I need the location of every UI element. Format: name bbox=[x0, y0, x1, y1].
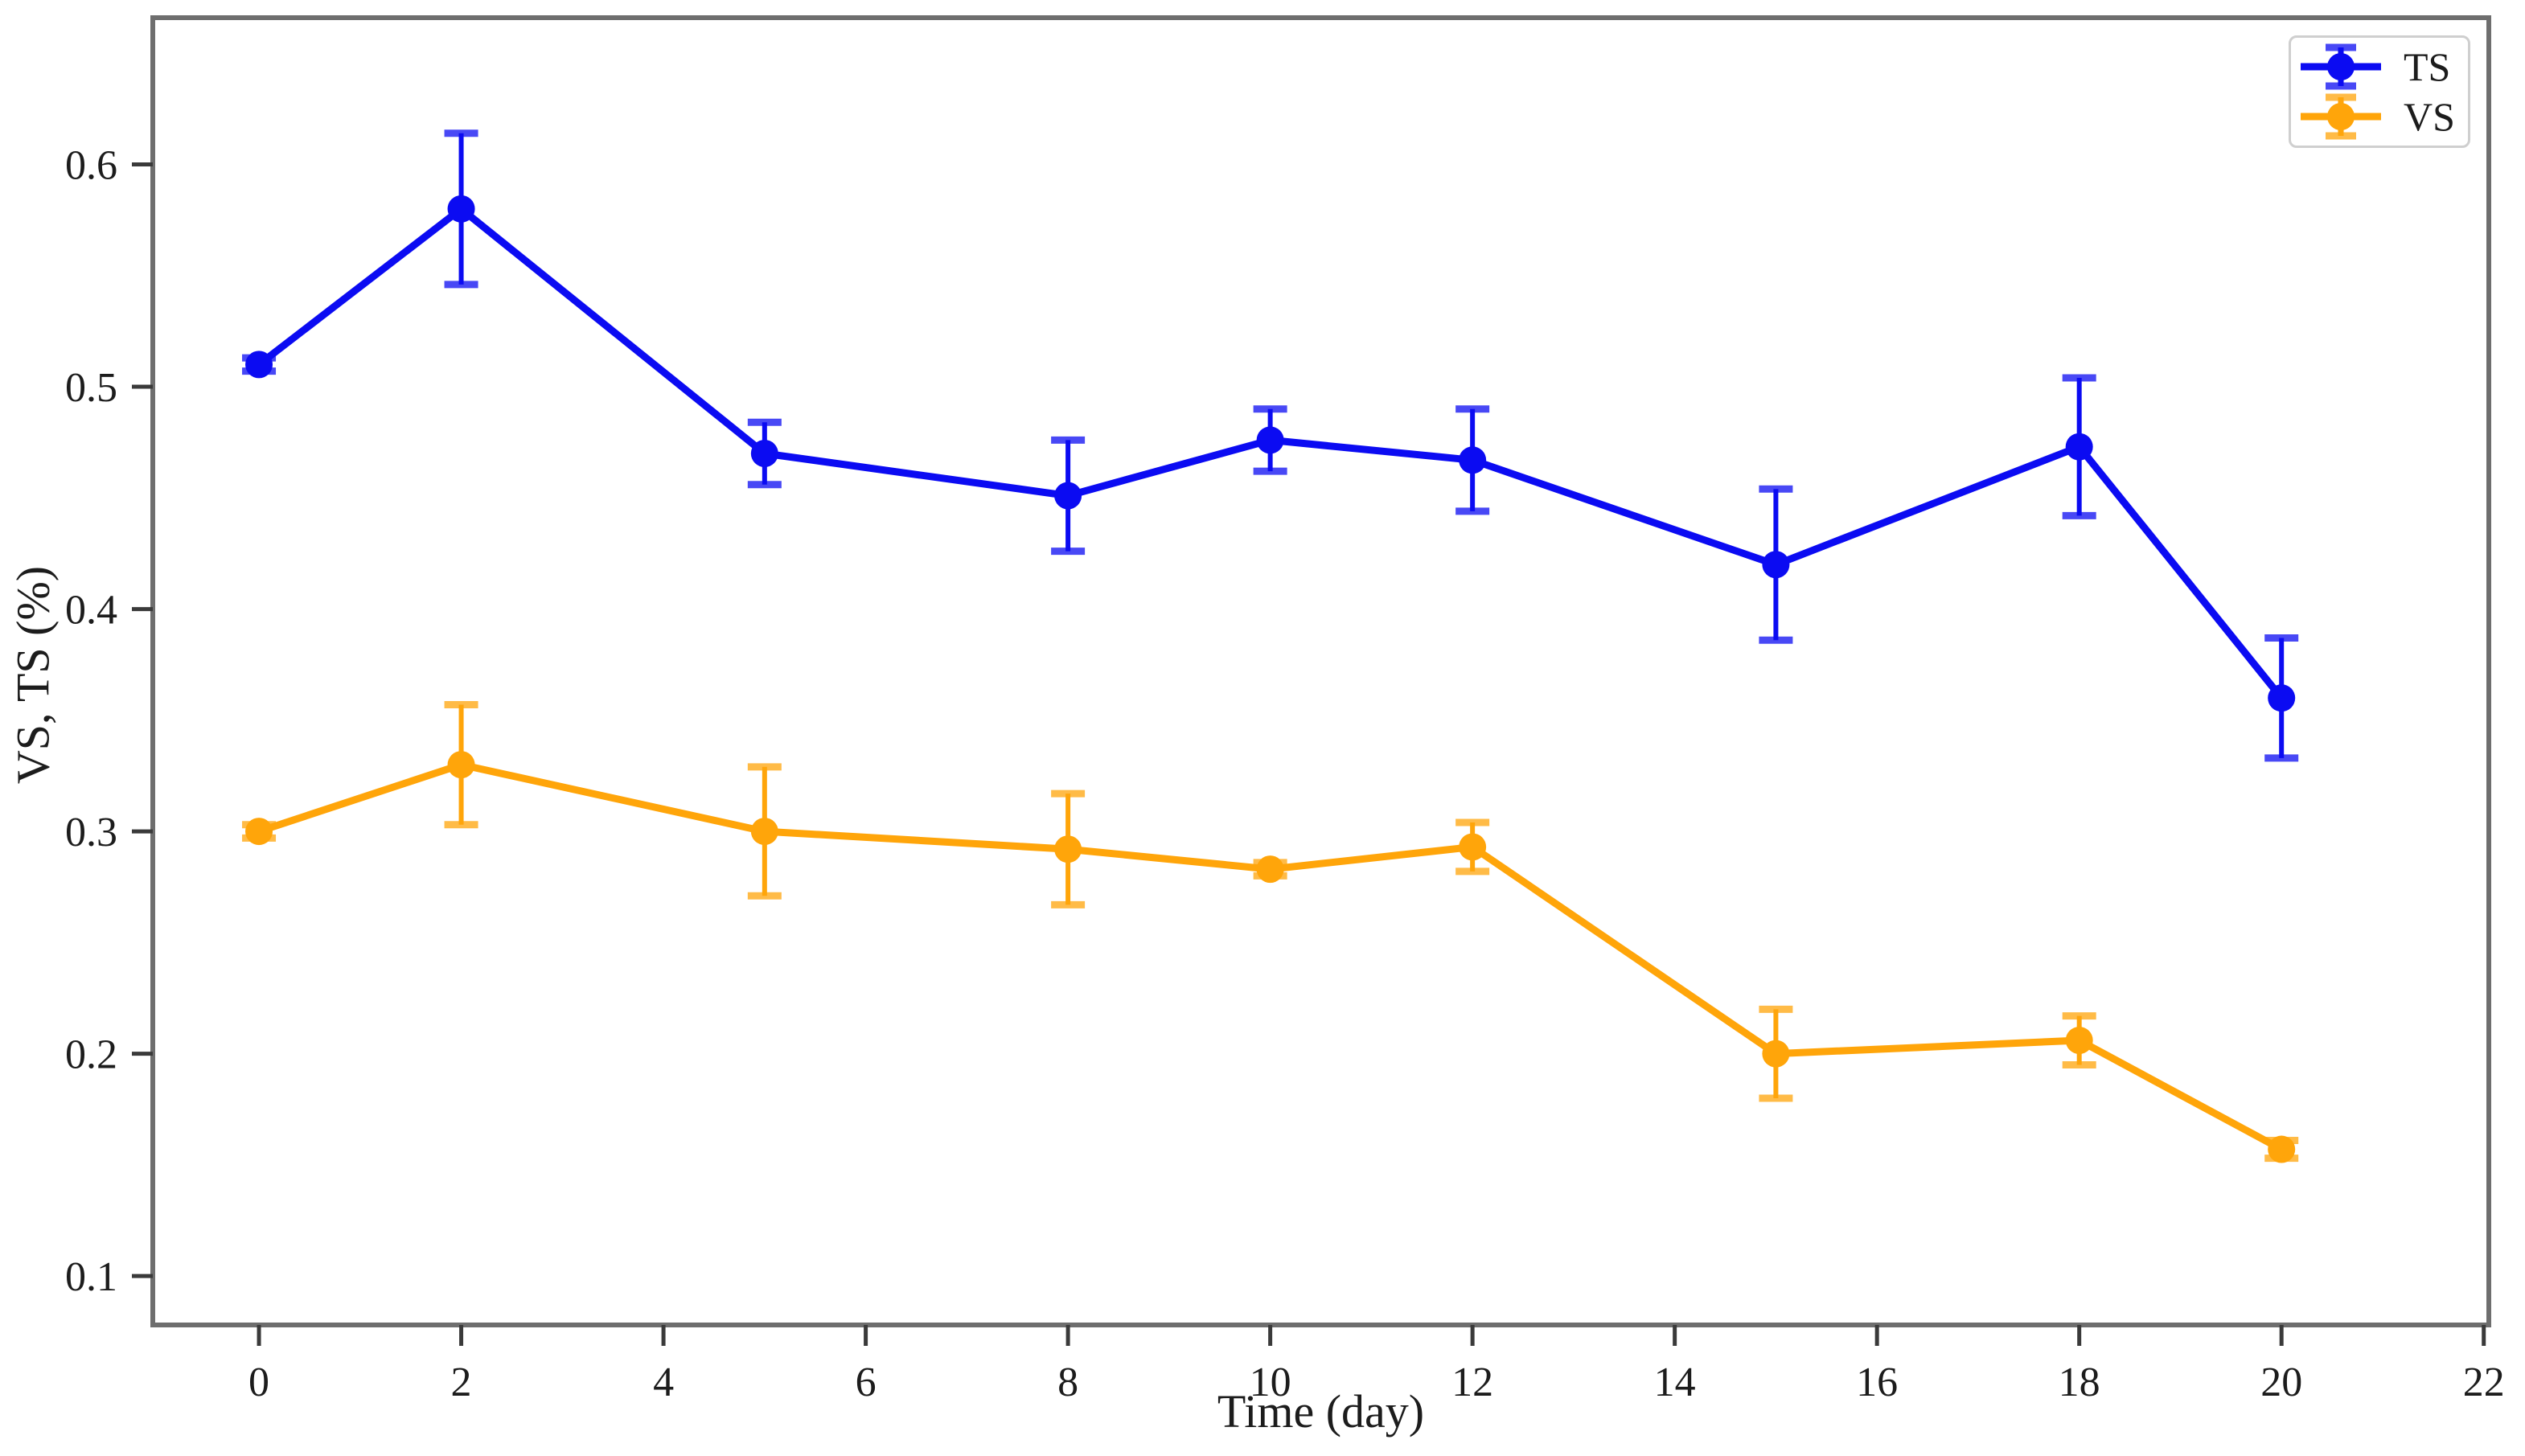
legend-item-vs: VS bbox=[2299, 92, 2460, 141]
vs-point bbox=[1256, 855, 1284, 884]
vs-line bbox=[257, 761, 2284, 1153]
x-tick-label: 18 bbox=[2059, 1360, 2100, 1405]
ts-point bbox=[447, 195, 475, 223]
vs-point bbox=[750, 818, 778, 846]
vs-point bbox=[1762, 1040, 1790, 1068]
vs-point bbox=[2268, 1135, 2296, 1163]
ts-point bbox=[2065, 433, 2093, 461]
ts-point bbox=[2268, 684, 2296, 712]
ts-point bbox=[1762, 551, 1790, 579]
vs-point bbox=[1054, 835, 1082, 863]
x-tick-label: 2 bbox=[451, 1360, 472, 1405]
x-axis-label: Time (day) bbox=[1217, 1385, 1425, 1438]
x-tick-label: 22 bbox=[2463, 1360, 2505, 1405]
x-tick-label: 12 bbox=[1451, 1360, 1493, 1405]
vs-point bbox=[2065, 1027, 2093, 1055]
legend: TS VS bbox=[2289, 35, 2470, 148]
y-axis-label: VS, TS (%) bbox=[6, 565, 60, 785]
vs-point bbox=[1459, 833, 1487, 861]
legend-label-vs: VS bbox=[2404, 94, 2455, 140]
y-tick-label: 0.6 bbox=[65, 143, 117, 189]
y-tick-label: 0.2 bbox=[65, 1032, 117, 1078]
legend-label-ts: TS bbox=[2404, 43, 2451, 89]
legend-item-ts: TS bbox=[2299, 42, 2460, 92]
y-tick-label: 0.5 bbox=[65, 365, 117, 411]
ts-errorbar-marker-icon bbox=[2301, 43, 2381, 90]
ts-point bbox=[245, 351, 273, 379]
x-tick-label: 16 bbox=[1856, 1360, 1898, 1405]
ts-point bbox=[750, 440, 778, 467]
x-tick-label: 0 bbox=[248, 1360, 269, 1405]
ts-point bbox=[1256, 426, 1284, 454]
x-tick-label: 6 bbox=[856, 1360, 877, 1405]
x-tick-label: 10 bbox=[1250, 1360, 1291, 1405]
axes-frame bbox=[150, 15, 2491, 1327]
vs-point bbox=[245, 818, 273, 846]
y-tick-label: 0.3 bbox=[65, 810, 117, 855]
ts-point bbox=[1459, 446, 1487, 474]
vs-errorbar-marker-icon bbox=[2301, 93, 2381, 140]
y-tick-label: 0.4 bbox=[65, 588, 117, 634]
vs-point bbox=[447, 751, 475, 779]
x-tick-label: 14 bbox=[1654, 1360, 1696, 1405]
ts-point bbox=[1054, 482, 1082, 510]
x-tick-label: 8 bbox=[1057, 1360, 1078, 1405]
y-tick-label: 0.1 bbox=[65, 1254, 117, 1300]
x-tick-label: 4 bbox=[653, 1360, 674, 1405]
x-tick-label: 20 bbox=[2260, 1360, 2302, 1405]
